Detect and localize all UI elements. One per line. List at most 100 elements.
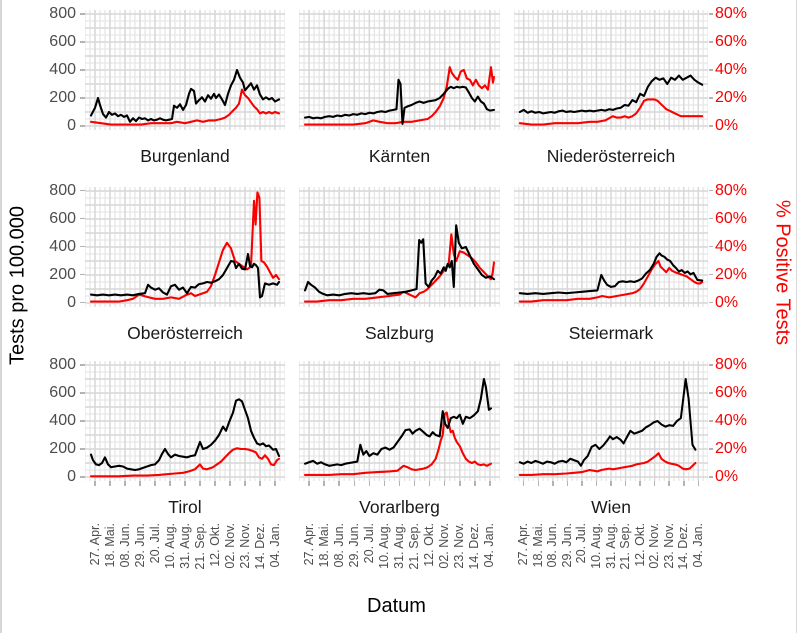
- y-left-tick-label: 400: [49, 237, 76, 255]
- x-tick-mark: [489, 481, 491, 486]
- y-right-tick-mark: [708, 125, 713, 127]
- x-tick-label: 12. Okt.: [632, 523, 647, 567]
- y-right-tick-label: 40%: [715, 237, 748, 255]
- x-tick-mark: [383, 481, 386, 486]
- y-right-tick-mark: [708, 273, 713, 276]
- y-right-tick-mark: [708, 301, 713, 304]
- facet-title-salzburg: Salzburg: [364, 322, 435, 343]
- x-tick-mark: [552, 481, 554, 486]
- facet-plot-tirol: [85, 361, 285, 481]
- facet-panel-steiermark: [514, 186, 708, 307]
- y-right-tick-mark: [708, 420, 713, 422]
- x-tick-mark: [229, 481, 231, 486]
- y-left-tick-mark: [80, 69, 85, 71]
- y-left-tick-mark: [80, 97, 85, 99]
- x-tick-mark: [413, 481, 416, 486]
- x-tick-label: 23. Nov.: [661, 523, 676, 569]
- y-left-tick-label: 800: [49, 181, 76, 199]
- y-left-tick-label: 800: [49, 5, 76, 22]
- positivity-line-steiermark: [518, 259, 704, 303]
- y-left-tick-label: 400: [49, 412, 76, 429]
- tests-line-oberosterreich: [89, 252, 281, 298]
- x-tick-label: 18. Mai.: [316, 523, 331, 568]
- facet-panel-krnten: [299, 10, 500, 130]
- x-tick-label: 23. Nov.: [237, 523, 252, 569]
- facet-plot-niederosterreich: [514, 10, 708, 130]
- positivity-line-tirol: [89, 447, 281, 478]
- x-tick-mark: [624, 481, 627, 486]
- x-tick-label: 20. Jul.: [361, 523, 376, 564]
- facet-title-vorarlberg: Vorarlberg: [359, 497, 440, 517]
- y-left-tick-mark: [80, 273, 85, 276]
- x-tick-label: 27. Apr.: [87, 523, 102, 566]
- y-right-tick-mark: [708, 13, 713, 15]
- x-tick-label: 31. Aug.: [603, 523, 618, 569]
- y-right-tick-mark: [708, 392, 713, 394]
- y-left-tick-mark: [80, 245, 85, 248]
- x-tick-label: 02. Nov.: [222, 523, 237, 569]
- x-tick-mark: [683, 481, 685, 486]
- x-tick-label: 02. Nov.: [437, 523, 452, 569]
- x-axis-title: Datum: [367, 595, 426, 617]
- facet-title-niederosterreich: Niederösterreich: [546, 146, 676, 166]
- y-left-tick-mark: [80, 41, 85, 43]
- x-tick-mark: [169, 481, 171, 486]
- x-tick-mark: [537, 481, 539, 486]
- facet-title-wien: Wien: [591, 497, 631, 517]
- x-tick-mark: [214, 481, 216, 486]
- x-tick-mark: [522, 481, 525, 486]
- y-right-tick-label: 20%: [715, 89, 748, 106]
- facet-title-oberosterreich: Oberösterreich: [127, 322, 243, 343]
- x-tick-mark: [353, 481, 356, 486]
- facet-plot-steiermark: [514, 186, 708, 307]
- y-right-tick-label: 20%: [715, 265, 748, 283]
- facet-plot-oberosterreich: [85, 186, 285, 307]
- x-tick-mark: [259, 481, 261, 486]
- tests-line-burgenland: [89, 68, 281, 123]
- y-left-tick-mark: [80, 189, 85, 192]
- y-left-tick-mark: [80, 13, 85, 15]
- facet-panel-salzburg: [299, 186, 500, 307]
- facet-plot-burgenland: [85, 10, 285, 130]
- y-right-tick-mark: [708, 97, 713, 99]
- x-tick-label: 18. Mai.: [102, 523, 117, 568]
- x-tick-mark: [139, 481, 141, 486]
- x-tick-mark: [94, 481, 96, 486]
- x-tick-label: 04. Jan.: [482, 523, 497, 568]
- x-tick-mark: [109, 481, 111, 486]
- x-tick-mark: [581, 481, 583, 486]
- x-tick-mark: [639, 481, 641, 486]
- tests-line-tirol: [89, 398, 281, 472]
- x-tick-label: 27. Apr.: [301, 523, 316, 566]
- y-left-tick-mark: [80, 448, 85, 450]
- facet-panel-burgenland: [85, 10, 285, 130]
- x-tick-label: 31. Aug.: [392, 523, 406, 569]
- y-right-tick-label: 80%: [715, 181, 748, 199]
- x-tick-mark: [595, 481, 598, 486]
- y-right-tick-mark: [708, 245, 713, 248]
- x-tick-mark: [124, 481, 126, 486]
- y-left-tick-label: 400: [49, 61, 76, 78]
- y-left-tick-mark: [80, 364, 85, 366]
- y-left-tick-label: 600: [49, 209, 76, 227]
- y-right-tick-mark: [708, 364, 713, 366]
- x-tick-mark: [610, 481, 612, 486]
- x-tick-mark: [323, 481, 325, 486]
- facet-title-tirol: Tirol: [168, 497, 202, 517]
- positivity-line-vorarlberg: [303, 411, 493, 476]
- x-tick-label: 14. Dez.: [676, 523, 691, 570]
- positivity-line-salzburg: [303, 232, 496, 303]
- x-tick-mark: [274, 481, 276, 486]
- x-tick-label: 18. Mai.: [530, 523, 545, 568]
- x-tick-mark: [398, 481, 401, 486]
- x-tick-mark: [428, 481, 431, 486]
- y-right-tick-mark: [708, 189, 713, 192]
- x-tick-mark: [338, 481, 340, 486]
- x-tick-label: 12. Okt.: [207, 523, 222, 567]
- facet-plot-krnten: [299, 10, 500, 130]
- facet-panel-wien: [514, 361, 708, 481]
- x-tick-label: 23. Nov.: [452, 523, 467, 569]
- x-tick-label: 21. Sep.: [407, 523, 422, 570]
- facet-title-krnten: Kärnten: [368, 146, 431, 166]
